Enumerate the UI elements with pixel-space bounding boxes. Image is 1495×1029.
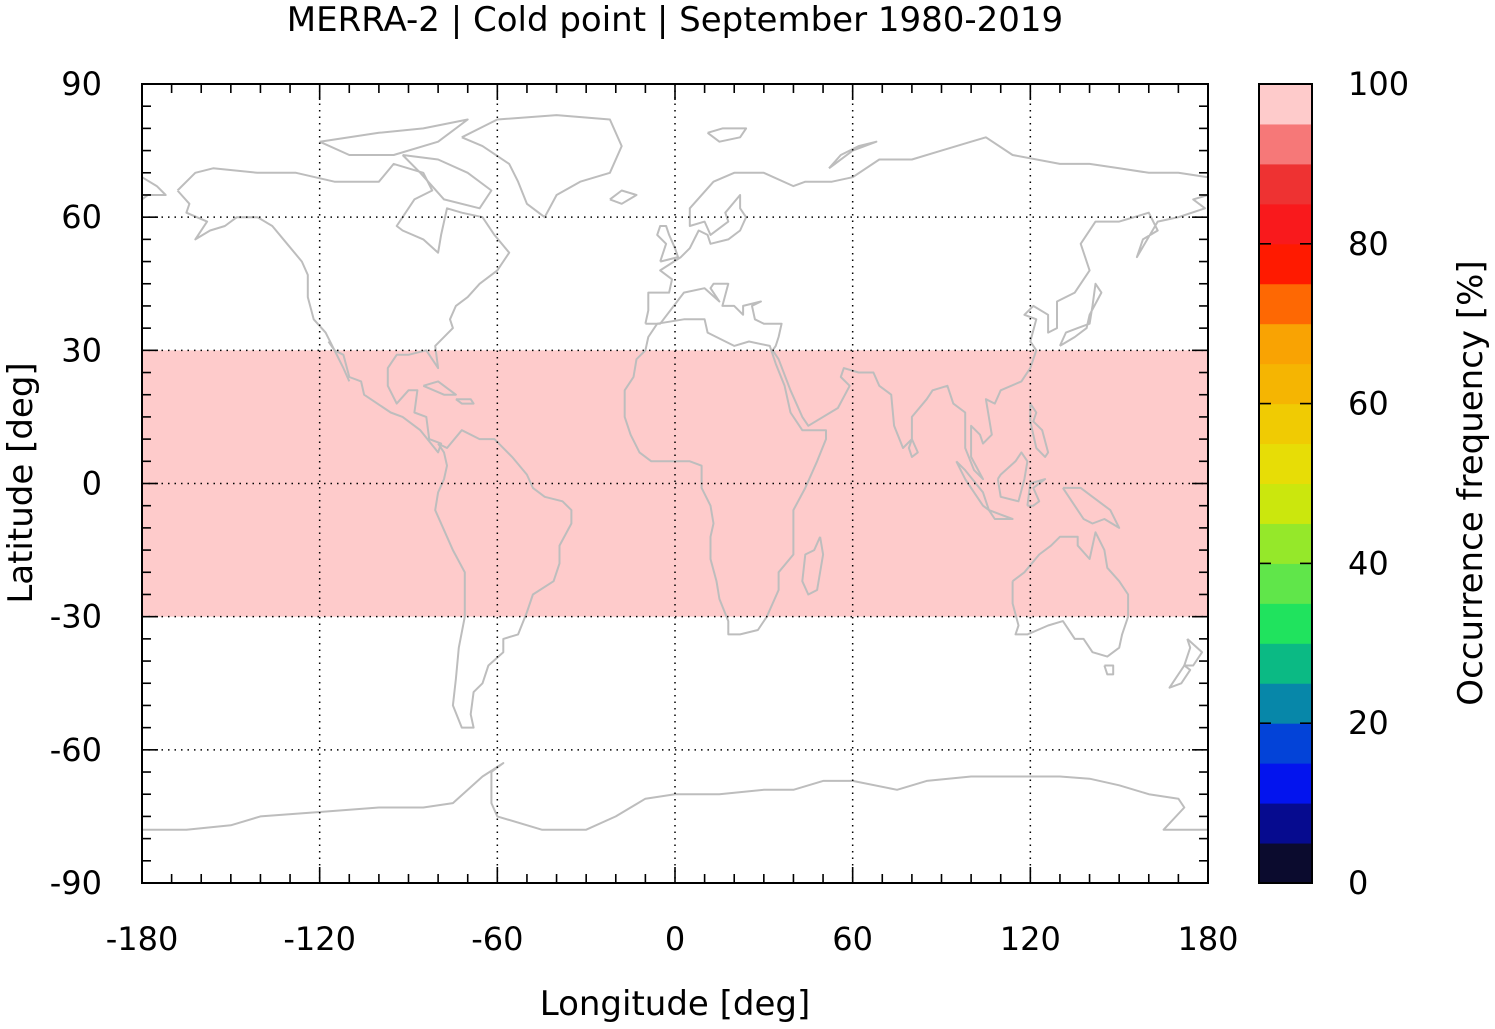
- coast-madagascar: [801, 536, 825, 596]
- colorbar-swatch: [1259, 363, 1312, 405]
- coast-new-zealand-south: [1168, 664, 1192, 689]
- colorbar-swatch: [1259, 843, 1312, 884]
- colorbar-tick-label: 0: [1348, 864, 1368, 902]
- colorbar-swatch: [1259, 403, 1312, 445]
- coast-novaya-zemlya: [828, 140, 878, 170]
- colorbar-swatch: [1259, 683, 1312, 724]
- coast-new-guinea: [1062, 486, 1121, 529]
- y-axis-label: Latitude [deg]: [1, 362, 41, 603]
- coast-iceland: [609, 189, 638, 205]
- coast-sulawesi: [1026, 478, 1047, 507]
- coast-asia-east: [645, 194, 1209, 481]
- plot-area: [141, 83, 1209, 884]
- colorbar-tick-label: 100: [1348, 65, 1409, 103]
- coast-chukotka: [141, 176, 167, 201]
- y-tick-label: -30: [50, 598, 102, 636]
- colorbar-swatch: [1259, 483, 1312, 524]
- colorbar-frame: [1258, 83, 1313, 884]
- x-tick-label: -60: [471, 920, 523, 958]
- coast-japan: [1058, 282, 1103, 347]
- colorbar-swatch: [1259, 203, 1312, 245]
- coast-baffin: [401, 154, 493, 210]
- colorbar-tick-label: 40: [1348, 544, 1389, 582]
- coast-sumatra: [955, 460, 990, 512]
- colorbar-swatch: [1259, 123, 1312, 165]
- colorbar-ticks: [1259, 83, 1312, 884]
- coast-philippines: [1029, 403, 1050, 458]
- coast-eurasia: [644, 136, 1209, 324]
- coastlines: [141, 114, 1209, 831]
- colorbar-label: Occurrence frequency [%]: [1451, 260, 1491, 705]
- y-tick-label: 60: [61, 198, 102, 236]
- x-axis-label: Longitude [deg]: [540, 984, 811, 1024]
- y-tick-label: 90: [61, 65, 102, 103]
- coast-arctic-islands: [319, 118, 469, 156]
- colorbar: [1258, 83, 1313, 884]
- y-tick-label: 30: [61, 331, 102, 369]
- x-tick-label: 60: [832, 920, 873, 958]
- coast-africa: [623, 318, 827, 636]
- coast-hispaniola: [455, 398, 475, 405]
- colorbar-swatch: [1259, 323, 1312, 365]
- coast-baja: [327, 340, 351, 382]
- coast-north-america: [176, 162, 511, 454]
- coast-tasmania: [1103, 664, 1115, 676]
- coast-cuba: [422, 380, 457, 396]
- y-tick-labels: 90 60 30 0 -30 -60 -90: [50, 65, 102, 902]
- coast-greenland: [461, 114, 623, 219]
- plot-frame: [141, 83, 1209, 884]
- coast-uk: [656, 225, 679, 263]
- colorbar-swatch: [1259, 443, 1312, 484]
- colorbar-swatch: [1259, 763, 1312, 804]
- y-tick-label: 0: [82, 465, 102, 503]
- colorbar-tick-labels: 0 20 40 60 80 100: [1348, 65, 1409, 902]
- grid-lines: [142, 84, 1208, 883]
- x-tick-label: 180: [1177, 920, 1238, 958]
- colorbar-swatch: [1259, 723, 1312, 764]
- x-tick-label: -180: [106, 920, 179, 958]
- colorbar-tick-label: 20: [1348, 704, 1389, 742]
- colorbar-swatch: [1259, 603, 1312, 644]
- colorbar-swatch: [1259, 563, 1312, 604]
- colorbar-tick-label: 80: [1348, 225, 1389, 263]
- x-tick-label: 120: [1000, 920, 1061, 958]
- colorbar-swatch: [1259, 84, 1312, 125]
- colorbar-swatch: [1259, 243, 1312, 285]
- y-tick-label: -90: [50, 864, 102, 902]
- coast-antarctica: [142, 762, 1208, 831]
- coast-australia: [1011, 531, 1130, 658]
- y-tick-label: -60: [50, 731, 102, 769]
- coast-south-america: [434, 429, 573, 729]
- chart-title: MERRA-2 | Cold point | September 1980-20…: [287, 0, 1063, 40]
- coast-new-zealand: [1183, 638, 1204, 667]
- coast-sri-lanka: [907, 438, 919, 458]
- colorbar-swatch: [1259, 163, 1312, 205]
- coast-borneo: [996, 451, 1029, 503]
- x-tick-label: -120: [283, 920, 356, 958]
- colorbar-swatch: [1259, 283, 1312, 325]
- coast-svalbard: [706, 127, 748, 143]
- x-tick-labels: -180 -120 -60 0 60 120 180: [106, 920, 1239, 958]
- colorbar-tick-label: 60: [1348, 385, 1389, 423]
- colorbar-swatch: [1259, 523, 1312, 564]
- coast-java: [988, 509, 1014, 520]
- x-tick-label: 0: [665, 920, 685, 958]
- colorbar-swatch: [1259, 643, 1312, 684]
- colorbar-swatch: [1259, 803, 1312, 844]
